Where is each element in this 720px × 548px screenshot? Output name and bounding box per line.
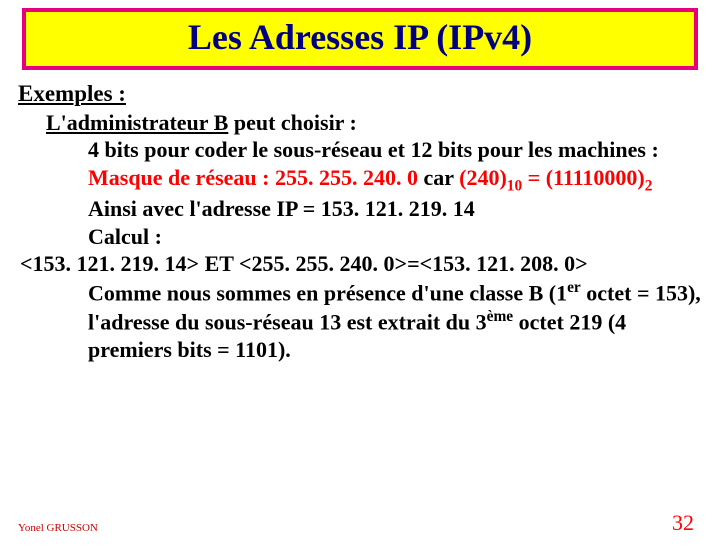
admin-line: L'administrateur B peut choisir :: [18, 109, 702, 137]
footer-author: Yonel GRUSSON: [18, 522, 98, 534]
footer-page-number: 32: [672, 510, 694, 536]
p1-red1: Masque de réseau : 255. 255. 240. 0: [88, 165, 418, 190]
paragraph-2: Ainsi avec l'adresse IP = 153. 121. 219.…: [18, 195, 702, 223]
p1-red2: (240)10 = (11110000)2: [459, 165, 652, 190]
exemples-heading: Exemples :: [18, 80, 702, 109]
admin-underlined: L'administrateur B: [46, 110, 228, 135]
paragraph-1: 4 bits pour coder le sous-réseau et 12 b…: [18, 136, 702, 195]
content-area: Exemples : L'administrateur B peut chois…: [0, 70, 720, 363]
admin-rest: peut choisir :: [228, 110, 357, 135]
paragraph-3: Calcul :: [18, 223, 702, 251]
paragraph-4: Comme nous sommes en présence d'une clas…: [18, 278, 702, 363]
p1-b: car: [418, 165, 459, 190]
page-title: Les Adresses IP (IPv4): [188, 17, 532, 57]
p1-a: 4 bits pour coder le sous-réseau et 12 b…: [88, 137, 659, 162]
title-box: Les Adresses IP (IPv4): [22, 8, 698, 70]
calc-line: <153. 121. 219. 14> ET <255. 255. 240. 0…: [18, 250, 702, 278]
